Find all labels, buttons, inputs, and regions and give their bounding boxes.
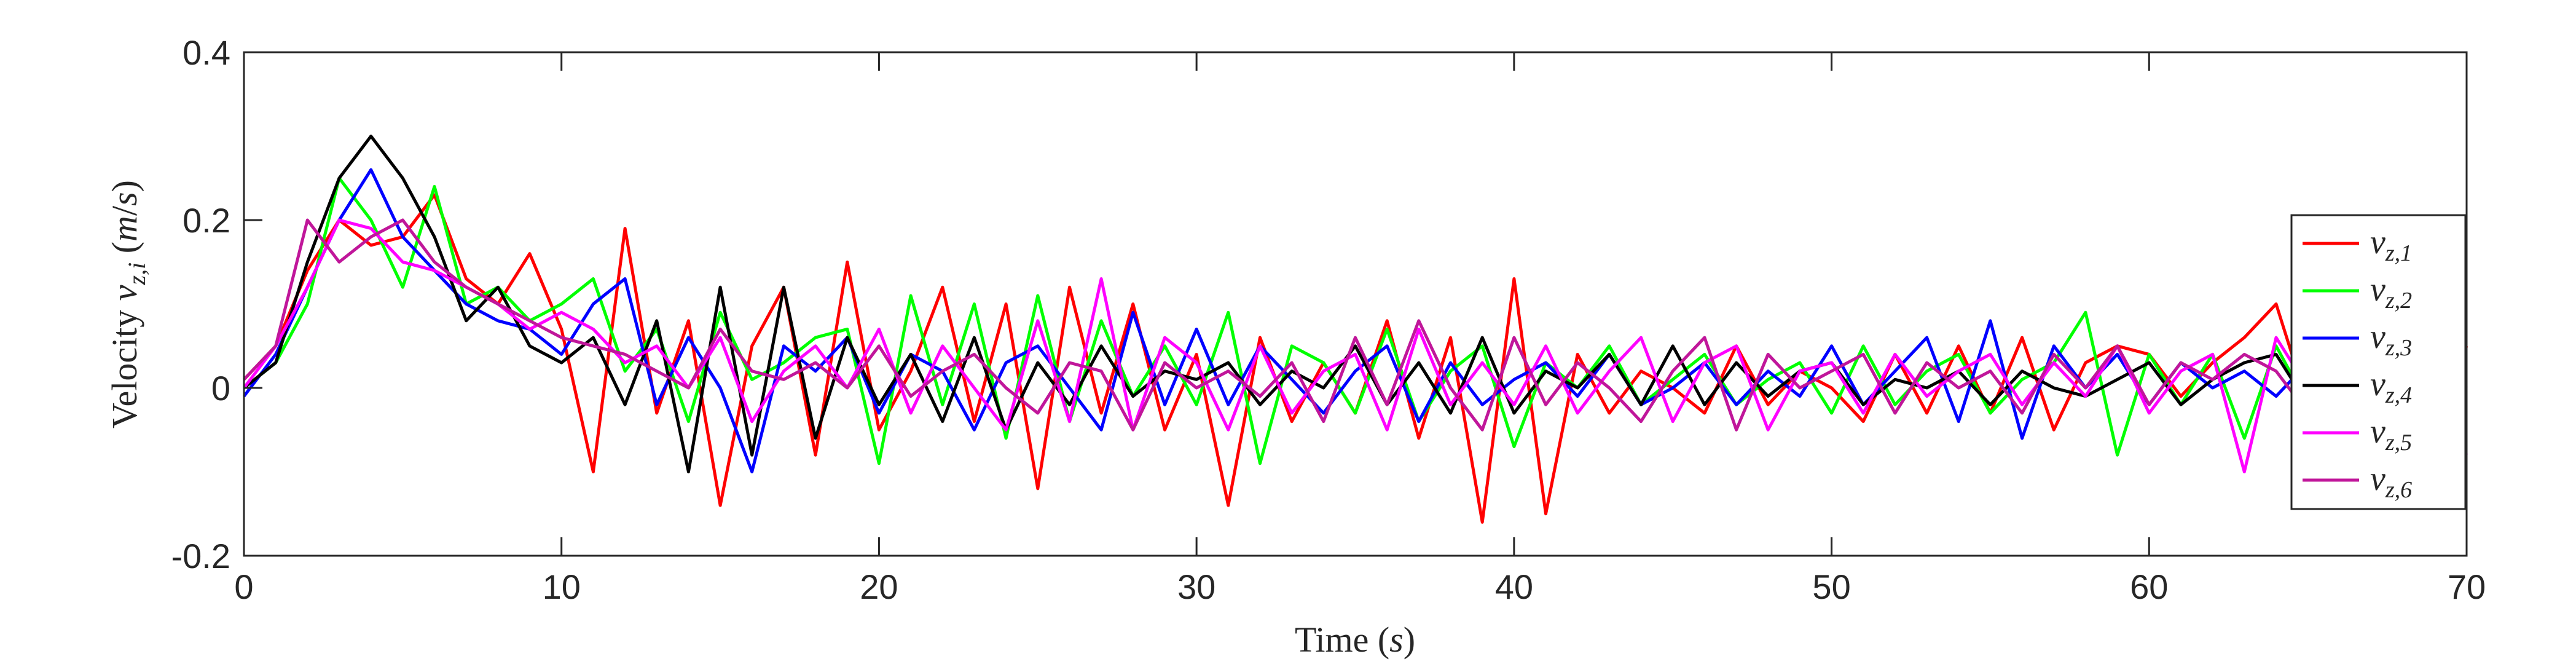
plot-frame bbox=[243, 51, 2468, 557]
y-tick-label: 0.2 bbox=[183, 201, 230, 240]
x-tick-label: 20 bbox=[860, 567, 898, 606]
legend-label-5: vz,5 bbox=[2370, 412, 2412, 456]
legend-label-6: vz,6 bbox=[2370, 460, 2412, 503]
series-line-2 bbox=[243, 176, 2468, 465]
axis-layer: 0 10 20 30 40 50 60 70-0.200.20.4 bbox=[171, 33, 2486, 606]
x-tick-label: 10 bbox=[543, 567, 581, 606]
x-tick-label: 60 bbox=[2130, 567, 2168, 606]
legend-label-1: vz,1 bbox=[2370, 223, 2412, 266]
y-tick-label: 0 bbox=[211, 369, 230, 408]
series-line-1 bbox=[243, 193, 2468, 524]
x-tick-label: 40 bbox=[1495, 567, 1533, 606]
y-axis-label: Velocity vz,i (m/s) bbox=[104, 180, 151, 428]
series-line-4 bbox=[243, 135, 2467, 473]
y-tick-label: -0.2 bbox=[171, 537, 231, 575]
x-tick-label: 70 bbox=[2448, 567, 2486, 606]
series-layer bbox=[243, 135, 2468, 524]
x-axis-label: Time (s) bbox=[1295, 620, 1415, 660]
legend-box bbox=[2290, 214, 2467, 510]
legend-label-3: vz,3 bbox=[2370, 318, 2412, 361]
series-line-6 bbox=[243, 218, 2468, 432]
legend: vz,1vz,2vz,3vz,4vz,5vz,6 bbox=[2290, 214, 2467, 510]
legend-label-4: vz,4 bbox=[2370, 365, 2412, 408]
y-tick-label: 0.4 bbox=[183, 33, 230, 72]
x-tick-label: 0 bbox=[234, 567, 253, 606]
legend-label-2: vz,2 bbox=[2370, 270, 2412, 314]
x-tick-label: 30 bbox=[1177, 567, 1215, 606]
x-tick-label: 50 bbox=[1812, 567, 1850, 606]
